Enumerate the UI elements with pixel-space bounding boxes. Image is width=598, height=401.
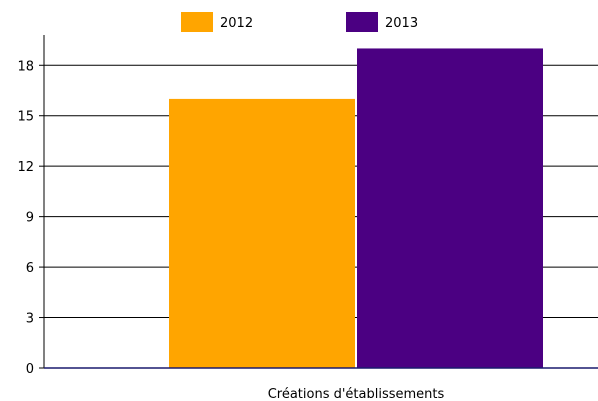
y-tick-label: 15 — [17, 110, 34, 125]
axes — [43, 35, 598, 369]
bars — [169, 48, 543, 369]
legend-label-2012: 2012 — [220, 16, 253, 31]
x-category-labels: Créations d'établissements — [268, 387, 445, 401]
y-tick-label: 9 — [26, 211, 34, 226]
legend-label-2013: 2013 — [385, 16, 418, 31]
legend: 2012 2013 — [181, 12, 418, 32]
y-tick-label: 3 — [26, 312, 34, 327]
y-tick-label: 18 — [17, 59, 34, 74]
bar-2012 — [169, 98, 355, 368]
bar-2013 — [357, 48, 543, 369]
y-tick-label: 0 — [26, 362, 34, 377]
y-tick-labels: 0 3 6 9 12 15 18 — [17, 59, 44, 377]
legend-swatch-2013 — [346, 12, 378, 32]
x-category-label: Créations d'établissements — [268, 387, 445, 401]
legend-swatch-2012 — [181, 12, 213, 32]
y-tick-label: 12 — [17, 160, 34, 175]
y-tick-label: 6 — [26, 261, 34, 276]
